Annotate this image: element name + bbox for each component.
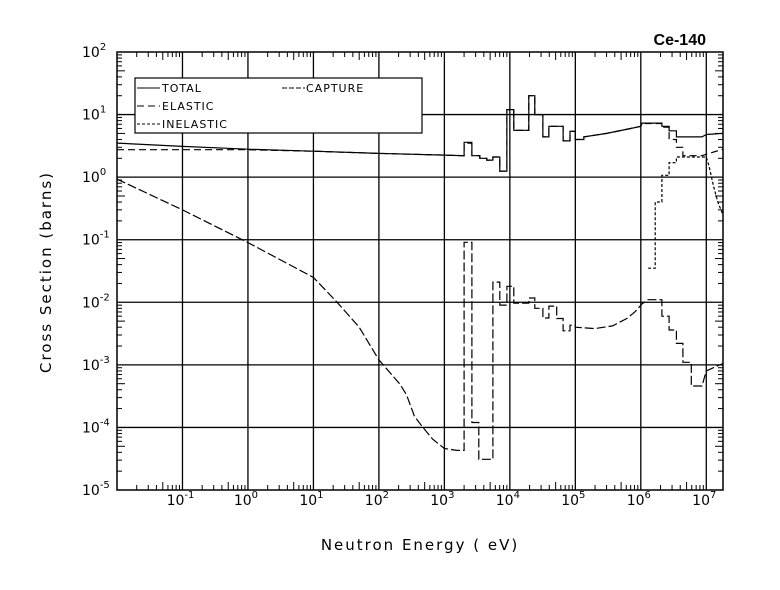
series-capture (116, 178, 724, 460)
x-tick-label: 10-1 (167, 490, 195, 509)
grid (117, 52, 723, 490)
series-inelastic (648, 156, 724, 269)
tick-labels: 10-1 100 101 102 103 104 105 106 107 102 101 100 10-… (82, 42, 716, 509)
y-axis-label: Cross Section (barns) (37, 171, 55, 373)
x-tick-label: 102 (365, 490, 389, 509)
chart-title: Ce-140 (654, 32, 707, 49)
x-tick-label: 105 (561, 490, 585, 509)
x-tick-label: 103 (430, 490, 454, 509)
y-tick-label: 10-4 (82, 417, 110, 436)
series-lines (116, 95, 724, 460)
y-tick-label: 101 (82, 105, 106, 124)
legend-label-elastic: ELASTIC (162, 100, 214, 113)
y-tick-label: 10-1 (82, 230, 110, 249)
y-tick-label: 10-3 (82, 355, 110, 374)
x-tick-label: 106 (627, 490, 651, 509)
x-tick-label: 107 (692, 490, 716, 509)
legend-label-capture: CAPTURE (306, 82, 364, 95)
plot-frame (116, 51, 724, 491)
x-tick-label: 104 (496, 490, 520, 509)
x-tick-label: 101 (299, 490, 323, 509)
minor-ticks (117, 52, 723, 490)
y-tick-label: 102 (82, 42, 106, 61)
series-elastic (117, 95, 724, 172)
y-tick-label: 10-2 (82, 292, 110, 311)
legend-label-inelastic: INELASTIC (162, 118, 228, 131)
y-tick-label: 100 (82, 167, 106, 186)
x-tick-label: 100 (234, 490, 258, 509)
legend: TOTAL CAPTURE ELASTIC INELASTIC (134, 77, 423, 134)
x-axis-label: Neutron Energy ( eV) (321, 536, 519, 554)
legend-label-total: TOTAL (161, 82, 202, 95)
y-tick-label: 10-5 (82, 480, 110, 499)
legend-box (134, 77, 423, 134)
